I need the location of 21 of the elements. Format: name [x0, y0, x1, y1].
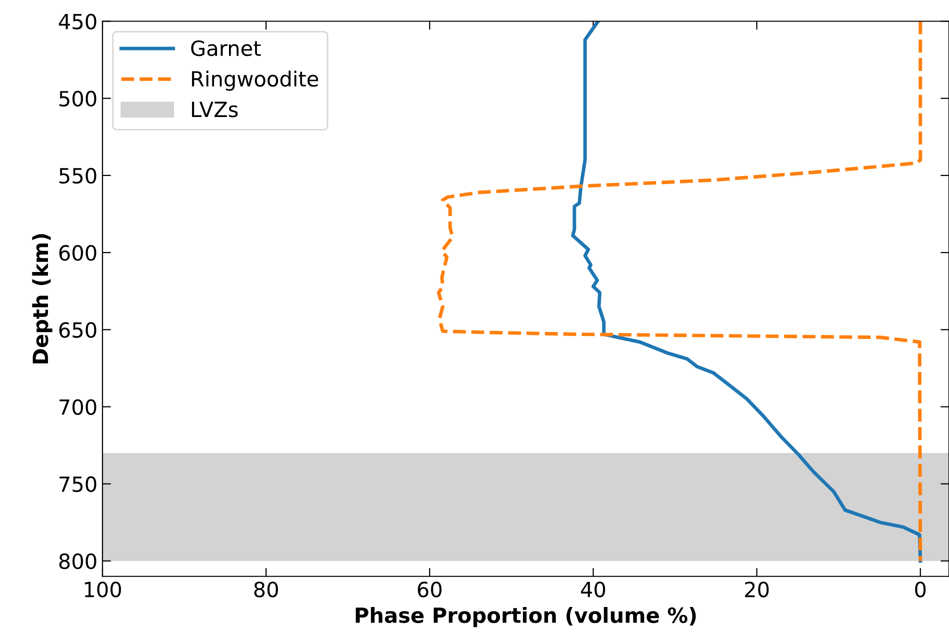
- y-tick-label: 450: [58, 14, 96, 30]
- x-tick-label: 100: [84, 582, 121, 598]
- y-tick-label: 600: [59, 245, 96, 261]
- legend-label: Garnet: [191, 40, 261, 56]
- y-axis-title: Depth (km): [32, 234, 52, 364]
- y-tick-label: 750: [60, 476, 96, 492]
- y-tick-label: 700: [60, 399, 96, 415]
- x-tick-label: 0: [915, 582, 926, 598]
- line-series: [571, 21, 922, 563]
- x-tick-label: 60: [418, 582, 442, 598]
- x-tick-label: 80: [254, 582, 278, 598]
- legend-label: LVZs: [192, 102, 238, 118]
- x-tick-label: 40: [580, 582, 606, 598]
- legend-label: Ringwoodite: [192, 70, 318, 91]
- line-series: [436, 21, 922, 563]
- y-tick-label: 500: [59, 90, 96, 107]
- y-tick-label: 650: [59, 322, 96, 338]
- y-tick-label: 800: [59, 553, 96, 570]
- y-tick-label: 550: [59, 168, 96, 184]
- x-axis-title: Phase Proportion (volume %): [356, 606, 696, 628]
- x-tick-label: 20: [745, 582, 769, 598]
